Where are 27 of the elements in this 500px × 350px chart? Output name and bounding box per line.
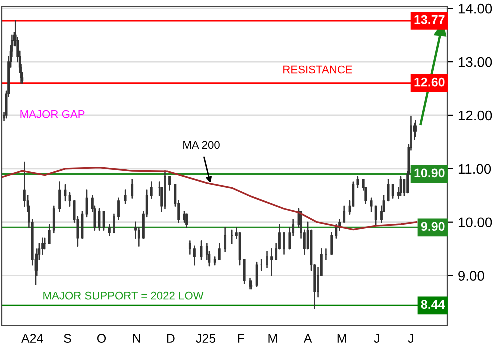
y-tick-label: 10.00 (458, 218, 492, 228)
annotation: MA 200 (184, 141, 220, 150)
ref-line-label: 8.44 (421, 300, 446, 310)
annotation: MAJOR GAP (20, 110, 85, 118)
y-tick-label: 14.00 (458, 4, 492, 14)
x-tick-label: A24 (22, 334, 44, 343)
y-tick-label: 9.00 (458, 271, 484, 281)
y-tick-label: 12.00 (458, 110, 492, 121)
x-tick-label: J25 (196, 334, 216, 344)
ref-line-label: 13.77 (414, 15, 445, 24)
ref-line-label: 10.90 (414, 168, 445, 178)
x-tick-label: D (167, 334, 175, 343)
annotation: MAJOR SUPPORT = 2022 LOW (44, 292, 204, 300)
x-tick-label: N (133, 334, 140, 343)
x-tick-label: M (268, 334, 278, 343)
annotation: RESISTANCE (284, 66, 352, 74)
x-tick-label: A (304, 334, 312, 343)
x-tick-label: J (408, 334, 414, 344)
x-tick-label: F (238, 334, 245, 343)
x-tick-label: S (64, 334, 72, 344)
ref-line-label: 12.60 (414, 78, 445, 87)
x-tick-label: J (374, 334, 380, 344)
y-tick-label: 11.00 (458, 164, 492, 174)
x-tick-label: O (97, 334, 106, 344)
ref-line-label: 9.90 (421, 222, 445, 232)
y-tick-label: 13.00 (458, 57, 492, 68)
x-tick-label: M (338, 334, 346, 343)
